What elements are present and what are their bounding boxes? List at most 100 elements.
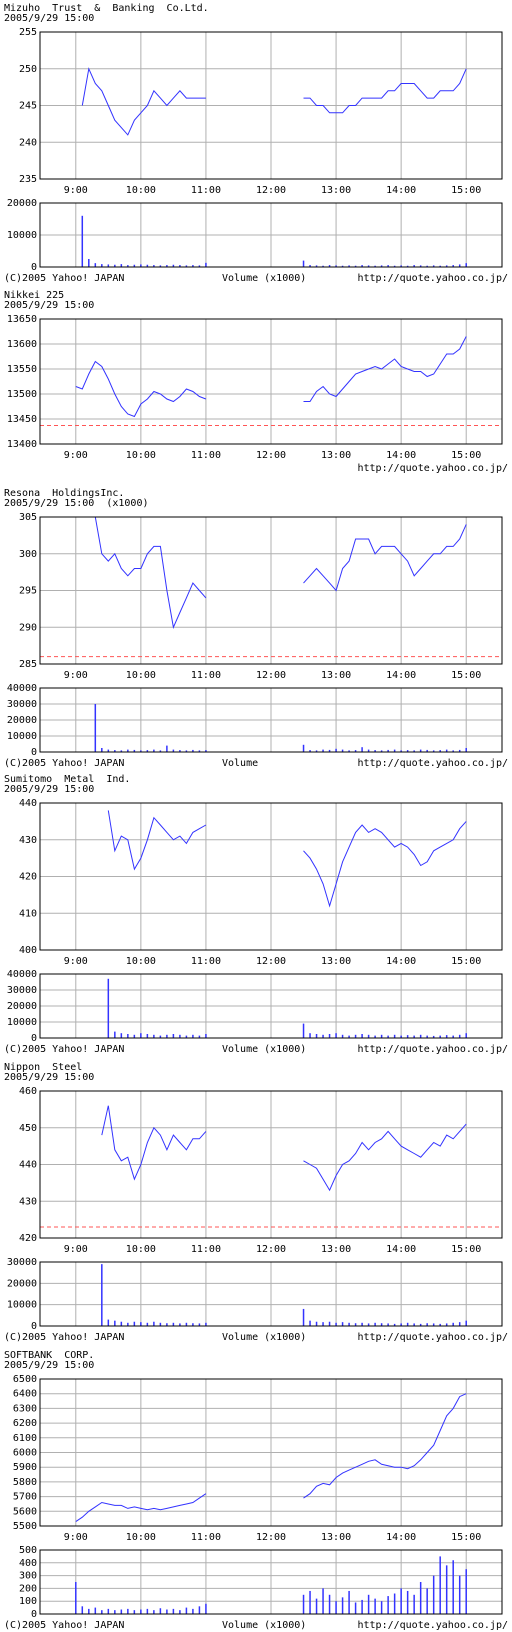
volume-tick-label: 100 (19, 1596, 37, 1607)
y-tick-label: 440 (19, 798, 37, 809)
x-tick-label: 14:00 (386, 1532, 416, 1543)
volume-bar (198, 265, 201, 267)
volume-bar (302, 260, 305, 267)
volume-label: Volume (222, 758, 258, 769)
y-tick-label: 300 (19, 549, 37, 560)
volume-bar (81, 215, 84, 267)
volume-bar (94, 263, 97, 267)
volume-bar (322, 265, 324, 267)
volume-bar (445, 1323, 448, 1326)
volume-label: Volume (x1000) (222, 1620, 306, 1631)
y-tick-label: 5500 (13, 1521, 37, 1532)
x-tick-label: 10:00 (126, 450, 156, 461)
volume-bar (107, 749, 110, 752)
volume-tick-label: 0 (31, 262, 37, 273)
volume-bar (406, 1035, 409, 1038)
volume-bar (413, 750, 415, 752)
volume-bar (140, 264, 142, 267)
volume-bar (205, 1034, 207, 1038)
volume-bar (393, 1593, 396, 1614)
source-url: http://quote.yahoo.co.jp/ (357, 1620, 508, 1631)
volume-frame (39, 973, 503, 1039)
volume-bar (439, 1035, 441, 1038)
volume-bar (133, 264, 136, 267)
volume-bar (452, 265, 454, 267)
volume-bar (341, 1322, 344, 1326)
y-tick-label: 13550 (7, 364, 37, 375)
volume-bar (439, 1556, 441, 1614)
y-tick-label: 6400 (13, 1389, 37, 1400)
price-line (107, 810, 467, 908)
volume-bar (432, 750, 435, 752)
volume-bar (140, 750, 142, 752)
y-tick-label: 295 (19, 586, 37, 597)
volume-bar (348, 750, 350, 752)
y-tick-label: 460 (19, 1086, 37, 1097)
volume-bar (465, 1033, 467, 1038)
y-tick-label: 6100 (13, 1433, 37, 1444)
source-url: http://quote.yahoo.co.jp/ (357, 273, 508, 284)
x-tick-label: 9:00 (64, 1244, 88, 1255)
volume-bar (166, 1609, 168, 1614)
x-tick-label: 12:00 (256, 956, 286, 967)
chart-title: Nippon Steel (4, 1062, 82, 1073)
plot-frame (39, 31, 503, 180)
volume-bar (309, 265, 311, 267)
volume-bar (153, 265, 155, 267)
volume-bar (146, 750, 149, 752)
volume-bar (133, 1321, 136, 1326)
volume-bar (309, 1590, 311, 1614)
volume-bar (354, 750, 357, 752)
volume-bar (315, 1034, 318, 1038)
volume-bar (400, 1588, 402, 1614)
volume-bar (205, 750, 207, 752)
volume-bar (114, 1320, 116, 1326)
volume-bar (374, 1598, 376, 1614)
volume-bar (159, 750, 162, 752)
volume-bar (185, 265, 188, 267)
volume-tick-label: 20000 (7, 1278, 37, 1289)
volume-bar (309, 1033, 311, 1038)
volume-bar (445, 1035, 448, 1038)
x-tick-label: 9:00 (64, 450, 88, 461)
volume-bar (413, 265, 415, 267)
volume-bar (387, 265, 389, 267)
volume-bar (120, 1321, 123, 1326)
volume-bar (419, 749, 422, 752)
volume-bar (127, 265, 129, 267)
volume-bar (400, 1035, 402, 1038)
x-tick-label: 10:00 (126, 956, 156, 967)
price-line (81, 67, 467, 136)
chart-title: Nikkei 225 (4, 290, 64, 301)
y-tick-label: 5600 (13, 1506, 37, 1517)
volume-frame (39, 202, 503, 268)
volume-bar (172, 1322, 175, 1326)
chart-subtitle: 2005/9/29 15:00 (4, 784, 94, 795)
y-tick-label: 13450 (7, 414, 37, 425)
x-tick-label: 12:00 (256, 670, 286, 681)
volume-tick-label: 10000 (7, 1017, 37, 1028)
copyright: (C)2005 Yahoo! JAPAN (4, 273, 124, 284)
volume-bar (192, 1034, 194, 1038)
volume-tick-label: 30000 (7, 699, 37, 710)
volume-bar (380, 1034, 383, 1038)
price-line (75, 1393, 467, 1523)
volume-bar (413, 1323, 415, 1326)
volume-bar (465, 263, 467, 267)
x-tick-label: 15:00 (451, 450, 481, 461)
volume-bar (465, 1569, 467, 1614)
y-tick-label: 290 (19, 622, 37, 633)
y-tick-label: 6000 (13, 1448, 37, 1459)
volume-bar (205, 262, 207, 267)
chart-title: SOFTBANK CORP. (4, 1350, 94, 1361)
volume-bar (341, 749, 344, 752)
volume-bar (348, 1322, 350, 1326)
y-tick-label: 6500 (13, 1374, 37, 1385)
chart-title: Sumitomo Metal Ind. (4, 774, 130, 785)
volume-bar (179, 750, 181, 752)
volume-bar (94, 1607, 97, 1614)
volume-bar (302, 1308, 305, 1326)
volume-bar (387, 749, 389, 752)
x-tick-label: 10:00 (126, 1244, 156, 1255)
volume-bar (380, 1323, 383, 1326)
